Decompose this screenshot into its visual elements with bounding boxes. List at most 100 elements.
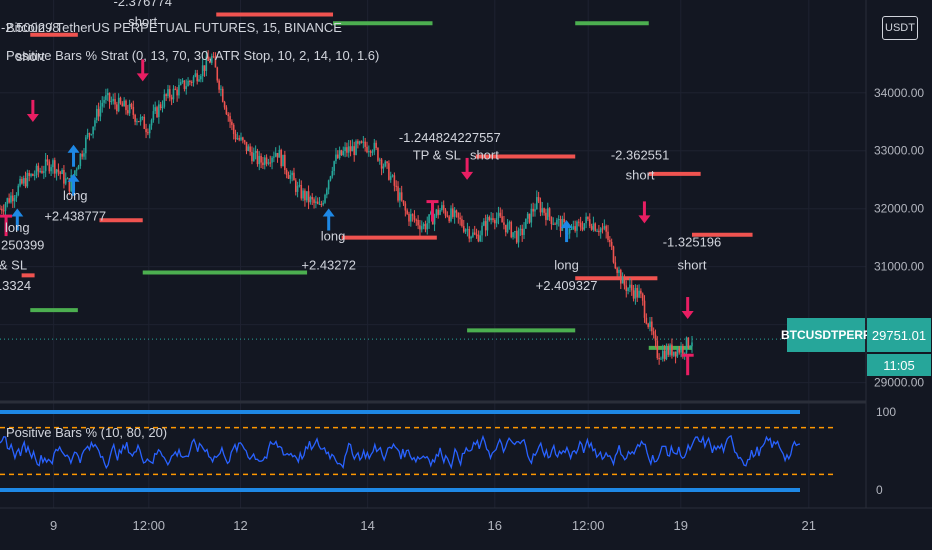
candle-body	[391, 175, 394, 177]
candle-body	[207, 56, 209, 61]
candle-body	[612, 246, 615, 263]
candle-body	[218, 80, 220, 90]
candle-body	[265, 157, 268, 164]
candle-body	[632, 290, 635, 299]
candle-body	[640, 290, 642, 294]
candle-body	[121, 103, 124, 107]
time-tick-label: 21	[802, 518, 816, 533]
signal-label: long	[554, 258, 579, 273]
candle-body	[437, 209, 440, 215]
candle-body	[271, 157, 273, 163]
candle-body	[402, 200, 405, 204]
candle-body	[568, 229, 571, 234]
candle-body	[561, 218, 564, 231]
signal-label: -2.500298	[1, 20, 60, 35]
candle-body	[455, 210, 458, 213]
candle-body	[210, 56, 213, 63]
candle-body	[61, 169, 63, 174]
long-arrow-head	[67, 173, 80, 182]
candle-body	[678, 348, 681, 353]
short-arrow-head	[681, 311, 694, 320]
candle-body	[452, 208, 454, 217]
candle-body	[79, 153, 82, 167]
candle-body	[585, 216, 587, 224]
candle-body	[340, 150, 343, 156]
candle-body	[618, 270, 620, 273]
candle-body	[599, 228, 602, 233]
candle-body	[214, 57, 217, 68]
candle-body	[492, 218, 494, 221]
candle-body	[150, 120, 153, 126]
candle-body	[110, 101, 113, 103]
candle-body	[554, 223, 556, 225]
candle-body	[280, 149, 282, 167]
candle-body	[375, 142, 377, 148]
candle-body	[74, 170, 76, 176]
candle-body	[369, 151, 372, 153]
candle-body	[649, 321, 651, 327]
candle-body	[46, 159, 49, 162]
candle-body	[59, 171, 62, 174]
candle-body	[464, 229, 467, 232]
candle-body	[532, 208, 534, 212]
candle-body	[161, 106, 164, 109]
candle-body	[395, 185, 398, 187]
candle-body	[349, 146, 352, 152]
candle-body	[307, 191, 310, 203]
candle-body	[515, 231, 518, 243]
candle-body	[475, 234, 478, 236]
signal-label: 13324	[0, 278, 31, 293]
candle-body	[442, 205, 445, 210]
short-arrow-head	[136, 73, 149, 82]
candle-body	[609, 239, 611, 242]
candle-body	[260, 155, 262, 163]
candle-body	[236, 138, 239, 140]
candle-body	[536, 197, 538, 210]
candle-body	[439, 210, 441, 215]
candle-body	[251, 151, 253, 162]
candle-body	[128, 103, 131, 114]
candle-body	[594, 223, 597, 231]
candle-body	[41, 170, 43, 173]
candle-body	[212, 56, 215, 58]
candle-body	[64, 178, 67, 184]
candle-body	[466, 229, 469, 231]
currency-button[interactable]: USDT	[882, 16, 918, 40]
candle-body	[583, 223, 586, 230]
signal-label: -2.376774	[113, 0, 172, 9]
candle-body	[169, 89, 171, 98]
candle-body	[322, 202, 324, 205]
candle-body	[552, 223, 555, 225]
candle-body	[630, 284, 633, 291]
candle-body	[333, 161, 335, 171]
candle-body	[189, 80, 191, 82]
candle-body	[26, 172, 29, 187]
candle-body	[342, 151, 345, 156]
candle-body	[165, 94, 167, 97]
candle-body	[494, 220, 496, 224]
candle-body	[461, 219, 463, 227]
signal-label: 1.250399	[0, 237, 44, 252]
signal-label: +2.438777	[44, 208, 106, 223]
candle-body	[378, 159, 381, 161]
price-tick-label: 32000.00	[874, 202, 924, 216]
chart-grid	[0, 0, 866, 508]
candle-body	[501, 216, 503, 223]
osc-tick-label: 0	[876, 483, 883, 497]
candle-body	[647, 323, 649, 327]
candle-body	[570, 229, 573, 231]
candle-body	[477, 234, 480, 242]
candle-body	[105, 95, 107, 100]
candle-body	[479, 235, 482, 242]
time-tick-label: 12:00	[133, 518, 166, 533]
candle-body	[101, 102, 104, 107]
candle-body	[108, 92, 111, 103]
candle-body	[293, 172, 295, 181]
candle-body	[276, 153, 279, 158]
candle-body	[39, 170, 41, 172]
candle-body	[294, 180, 297, 192]
candle-body	[362, 141, 365, 143]
candle-body	[70, 175, 73, 192]
candle-body	[17, 185, 20, 196]
